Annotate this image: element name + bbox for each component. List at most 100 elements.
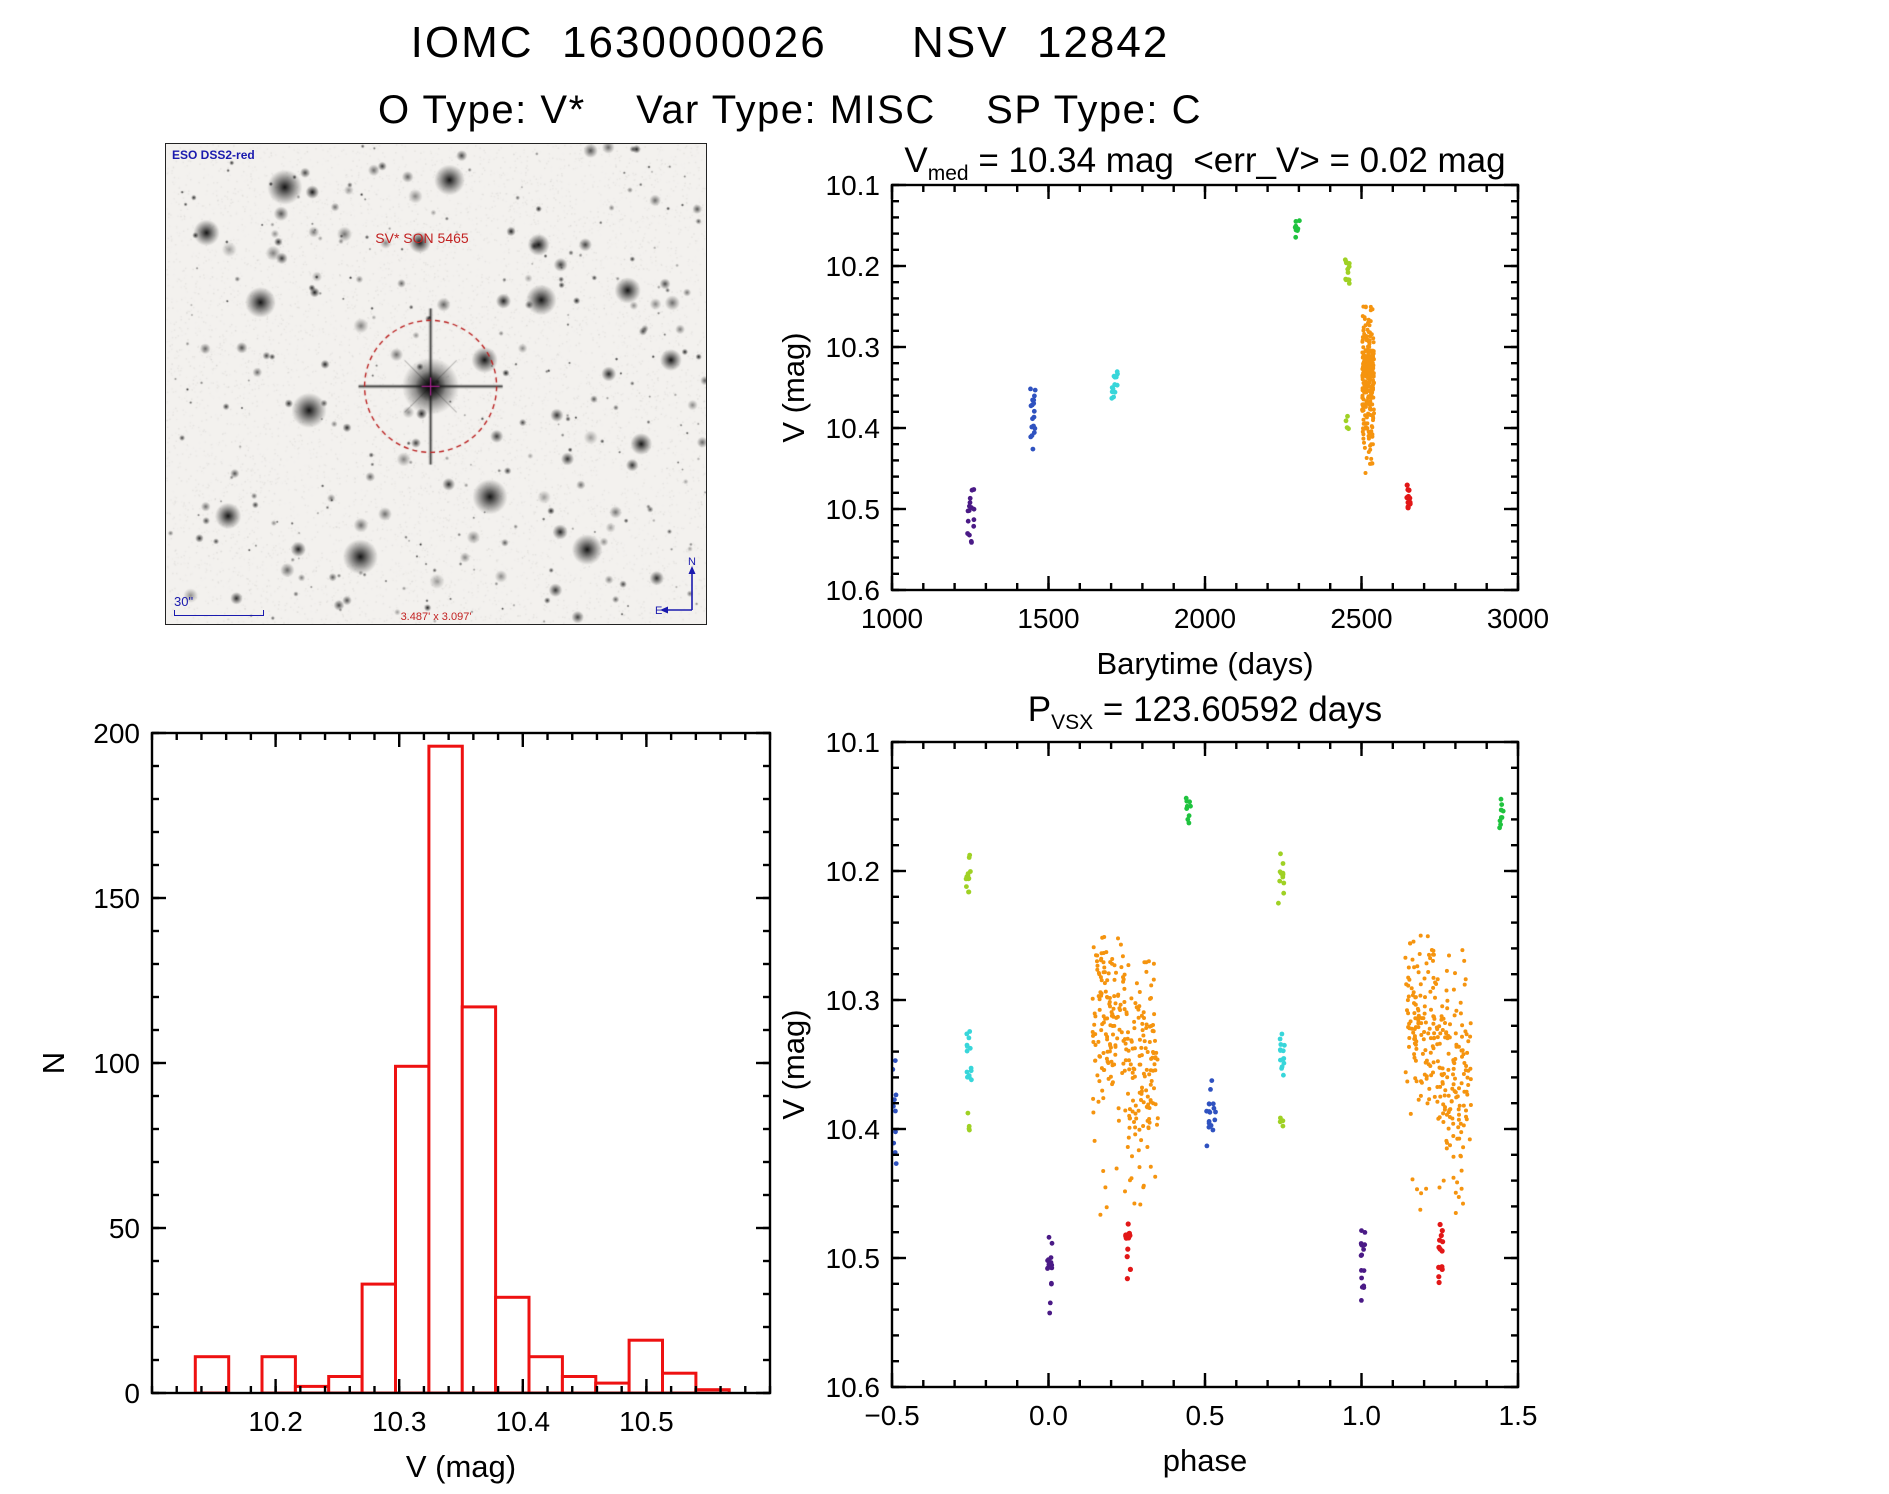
x-tick-label: 3000: [1487, 603, 1549, 634]
data-point: [1363, 413, 1368, 418]
data-point: [1406, 1025, 1411, 1030]
data-point: [1418, 982, 1423, 987]
data-point: [1136, 1015, 1141, 1020]
data-point: [1141, 1124, 1146, 1128]
lightcurve-axes: [890, 183, 1520, 592]
data-point: [1437, 1041, 1442, 1046]
data-point: [1468, 1103, 1473, 1107]
data-point: [1456, 1107, 1461, 1112]
data-point: [1444, 1146, 1449, 1151]
data-point: [1126, 1091, 1130, 1096]
data-point: [1145, 1050, 1150, 1054]
data-point: [1458, 1000, 1463, 1005]
data-point: [1210, 1127, 1216, 1133]
data-point: [1091, 945, 1096, 950]
data-point: [1145, 1145, 1150, 1149]
data-point: [1403, 955, 1408, 960]
data-point: [1206, 1119, 1212, 1124]
data-point: [1124, 1254, 1130, 1260]
data-point: [1213, 1109, 1218, 1115]
data-point: [1144, 1067, 1149, 1072]
data-point: [1454, 1095, 1459, 1100]
data-point: [1422, 1072, 1427, 1077]
histogram-bar: [460, 1005, 498, 1393]
data-point: [1363, 471, 1368, 475]
data-point: [1112, 977, 1117, 982]
data-point: [1500, 808, 1506, 814]
data-point: [1131, 1066, 1136, 1071]
x-axis-label: phase: [1163, 1443, 1247, 1478]
data-point: [1186, 820, 1192, 826]
compass-east-arrowhead: [660, 606, 668, 614]
data-point: [1415, 1187, 1419, 1192]
data-point: [1133, 1111, 1138, 1116]
data-point: [1406, 965, 1411, 970]
data-point: [1047, 1300, 1053, 1306]
survey-label: ESO DSS2-red: [172, 148, 255, 162]
data-point: [893, 1129, 898, 1135]
data-point: [1047, 1310, 1053, 1316]
data-point: [1102, 1068, 1107, 1072]
data-point: [1419, 1191, 1424, 1196]
data-point: [1461, 1072, 1466, 1076]
data-point: [1370, 402, 1375, 407]
data-point: [1114, 382, 1120, 388]
scale-line: [174, 610, 264, 616]
data-point: [1134, 1116, 1139, 1121]
data-point: [1147, 1072, 1152, 1077]
data-point: [1028, 403, 1034, 409]
data-point: [1371, 382, 1376, 387]
data-point: [1370, 307, 1375, 312]
data-point: [1407, 495, 1413, 501]
data-point: [1116, 1106, 1121, 1111]
data-point: [1030, 446, 1036, 452]
data-point: [1101, 1014, 1106, 1019]
data-point: [1210, 1101, 1216, 1107]
y-tick-label: 100: [93, 1048, 140, 1079]
data-point: [1413, 1042, 1418, 1047]
histogram-bar: [494, 1295, 531, 1393]
data-point: [1127, 1125, 1132, 1130]
histogram-bar: [427, 744, 464, 1393]
y-tick-label: 0: [124, 1378, 140, 1409]
data-point: [1403, 1070, 1408, 1075]
data-point: [1415, 964, 1420, 969]
y-tick-label: 10.4: [826, 413, 881, 444]
data-point: [1095, 1073, 1100, 1078]
data-point: [1361, 1247, 1366, 1252]
y-tick-label: 10.6: [826, 1372, 881, 1403]
data-point: [1280, 1123, 1286, 1129]
y-axis-label: V (mag): [776, 1009, 811, 1119]
data-point: [1462, 958, 1467, 963]
data-point: [1422, 1030, 1427, 1034]
y-tick-label: 10.4: [826, 1114, 881, 1145]
data-point: [1371, 351, 1376, 356]
data-point: [1428, 1050, 1433, 1055]
data-point: [1128, 1116, 1132, 1121]
data-point: [1155, 1116, 1160, 1121]
data-point: [1293, 219, 1299, 224]
data-point: [1127, 1266, 1133, 1272]
data-point: [1139, 1045, 1144, 1050]
data-point: [1096, 971, 1101, 975]
data-point: [1127, 1067, 1132, 1072]
data-point: [1359, 1252, 1365, 1258]
x-axis-label: Barytime (days): [1096, 646, 1313, 681]
data-point: [1453, 1190, 1458, 1195]
data-point: [1431, 1060, 1436, 1065]
data-point: [967, 1045, 973, 1051]
data-point: [1109, 1059, 1114, 1064]
data-point: [1133, 1125, 1138, 1130]
data-point: [1363, 304, 1368, 309]
data-point: [1414, 1046, 1419, 1051]
data-point: [1116, 1118, 1121, 1123]
data-point: [1141, 1100, 1146, 1105]
data-point: [1118, 1002, 1123, 1007]
data-point: [1140, 1021, 1145, 1026]
data-point: [1429, 948, 1434, 952]
data-point: [1410, 1177, 1415, 1182]
data-point: [1281, 880, 1287, 886]
data-point: [1095, 963, 1100, 968]
data-point: [1132, 1074, 1137, 1079]
data-point: [1364, 334, 1369, 338]
